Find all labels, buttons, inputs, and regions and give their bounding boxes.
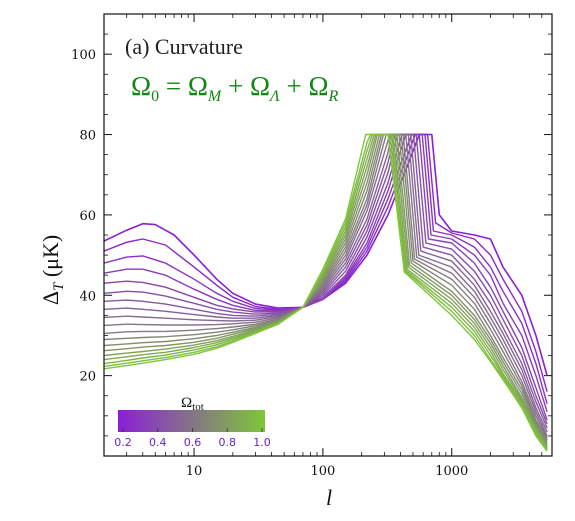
series-line xyxy=(104,133,548,445)
series-line xyxy=(104,133,548,448)
colorbar-tick-label: 1.0 xyxy=(253,436,271,449)
series-line xyxy=(104,133,548,447)
series-line xyxy=(104,133,548,452)
y-tick-label: 20 xyxy=(79,370,96,385)
y-tick-label: 40 xyxy=(79,289,96,304)
formula-symbol: Ω xyxy=(188,71,208,101)
formula-symbol: Ω xyxy=(131,71,151,101)
y-axis-label-main: Δ xyxy=(38,291,63,305)
colorbar: Ωtot 0.2 0.4 0.6 0.8 1.0 xyxy=(114,395,271,449)
x-axis-label: l xyxy=(326,485,332,510)
tick-labels: 10 100 1000 20 40 60 80 100 xyxy=(71,48,468,479)
colorbar-tick-label: 0.4 xyxy=(149,436,167,449)
formula-subscript: M xyxy=(207,88,223,105)
colorbar-tick-label: 0.6 xyxy=(184,436,202,449)
y-axis-label: ΔT (μK) xyxy=(38,235,67,305)
x-tick-label: 1000 xyxy=(435,464,468,479)
plot-frame xyxy=(103,13,553,457)
formula-operator: + xyxy=(280,71,309,101)
x-tick-label: 100 xyxy=(310,464,335,479)
colorbar-tick-label: 0.8 xyxy=(219,436,237,449)
series-line xyxy=(104,133,548,421)
series-line xyxy=(104,133,548,451)
series-line xyxy=(104,133,548,450)
series-line xyxy=(104,133,548,449)
y-axis-label-unit: (μK) xyxy=(38,235,63,283)
series-line xyxy=(104,133,548,392)
series-line xyxy=(104,133,548,443)
omega-formula: Ω0 = ΩM + ΩΛ + ΩR xyxy=(131,71,339,105)
series-line xyxy=(104,133,548,425)
y-axis-label-sub: T xyxy=(51,281,67,291)
series-line xyxy=(104,133,548,439)
y-tick-label: 80 xyxy=(79,129,96,144)
formula-subscript: R xyxy=(328,88,339,105)
series-line xyxy=(104,133,548,437)
x-tick-label: 10 xyxy=(186,464,203,479)
formula-operator: = xyxy=(159,71,188,101)
series-line xyxy=(104,133,548,376)
series-line xyxy=(104,133,548,433)
y-tick-label: 100 xyxy=(71,48,96,63)
colorbar-ticks: 0.2 0.4 0.6 0.8 1.0 xyxy=(114,428,271,449)
chart-title: (a) Curvature xyxy=(125,34,243,59)
colorbar-gradient xyxy=(118,410,265,432)
series-line xyxy=(104,133,548,413)
series-line xyxy=(104,133,548,429)
formula-subscript: Λ xyxy=(268,88,280,105)
y-tick-label: 60 xyxy=(79,209,96,224)
series-line xyxy=(104,133,548,404)
formula-symbol: Ω xyxy=(250,71,270,101)
series-line xyxy=(104,133,548,441)
formula-subscript: 0 xyxy=(151,88,159,105)
colorbar-title: Ωtot xyxy=(181,395,204,413)
formula-operator: + xyxy=(221,71,250,101)
colorbar-title-sub: tot xyxy=(192,401,204,413)
series-group xyxy=(104,133,548,452)
colorbar-title-symbol: Ω xyxy=(181,395,192,411)
colorbar-tick-label: 0.2 xyxy=(114,436,132,449)
formula-symbol: Ω xyxy=(308,71,328,101)
